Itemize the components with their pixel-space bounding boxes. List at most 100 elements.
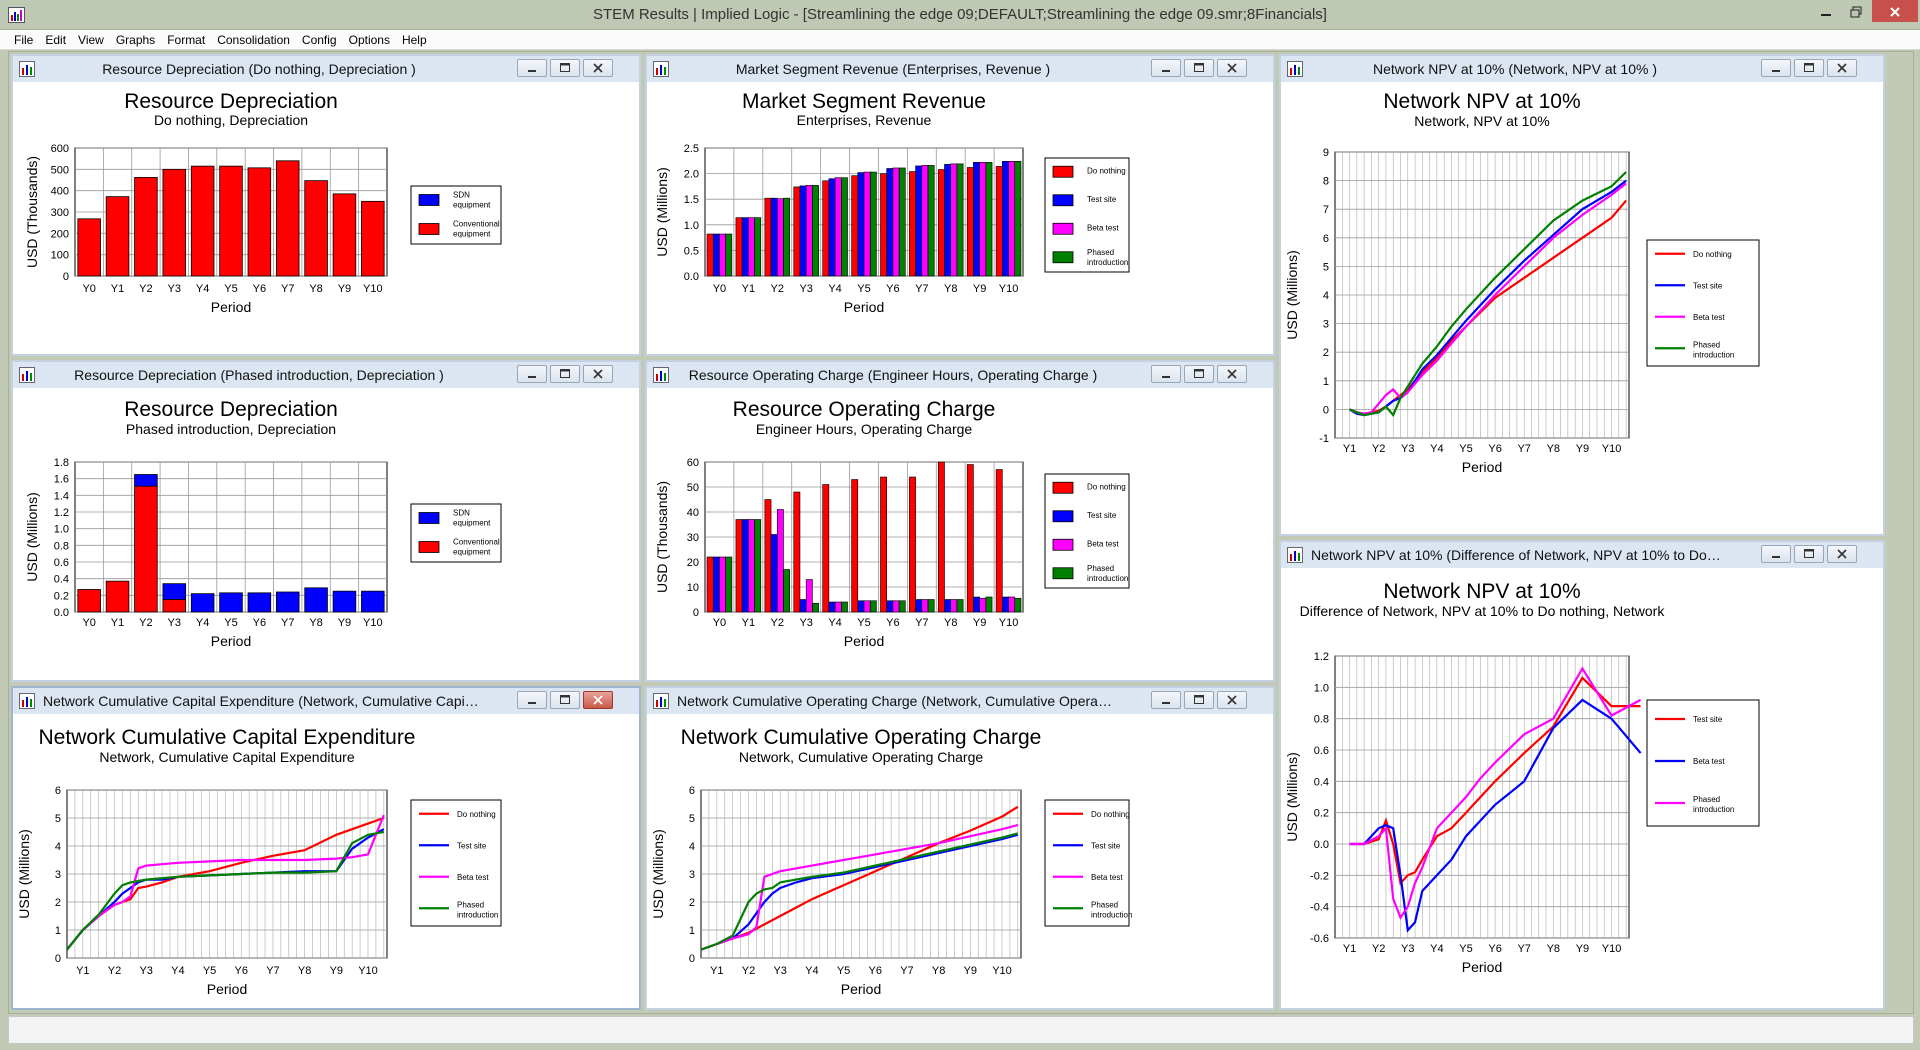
x-tick-label: Y4 [196,617,209,629]
x-tick-label: Y10 [363,617,383,629]
panel-minimize-button[interactable] [1151,365,1181,383]
panel-maximize-button[interactable] [1184,59,1214,77]
panel-network-cumulative-operating-charge[interactable]: Network Cumulative Operating Charge (Net… [645,686,1275,1010]
x-tick-label: Y10 [999,283,1019,295]
panel-maximize-button[interactable] [550,691,580,709]
menu-file[interactable]: File [14,33,34,47]
bar [304,180,328,277]
legend-label: Do nothing [1087,482,1126,491]
menu-config[interactable]: Config [301,33,337,47]
panel-minimize-button[interactable] [1761,545,1791,563]
maximize-button[interactable] [1842,0,1870,22]
panel-title: Network NPV at 10% (Network, NPV at 10% … [1373,61,1657,77]
panel-minimize-button[interactable] [517,59,547,77]
panel-maximize-button[interactable] [550,59,580,77]
panel-titlebar[interactable]: Resource Depreciation (Do nothing, Depre… [13,56,639,82]
menu-view[interactable]: View [78,33,104,47]
y-tick-label: 8 [1323,176,1329,188]
menu-edit[interactable]: Edit [45,33,67,47]
panel-resource-depreciation-phased[interactable]: Resource Depreciation (Phased introducti… [11,360,641,682]
panel-close-button[interactable] [583,59,613,77]
panel-titlebar[interactable]: Market Segment Revenue (Enterprises, Rev… [647,56,1273,82]
legend-label: Test site [1693,715,1723,724]
bar [805,579,813,613]
x-tick-label: Y4 [1430,443,1443,455]
panel-minimize-button[interactable] [1761,59,1791,77]
y-tick-label: 0.5 [684,245,699,257]
bar [979,162,987,277]
menu-options[interactable]: Options [348,33,390,47]
panel-maximize-button[interactable] [1794,59,1824,77]
menu-consolidation[interactable]: Consolidation [217,33,290,47]
panel-maximize-button[interactable] [1184,365,1214,383]
panel-close-button[interactable] [1827,59,1857,77]
panel-minimize-button[interactable] [517,365,547,383]
close-icon [1227,369,1237,379]
panel-minimize-button[interactable] [517,691,547,709]
panel-maximize-button[interactable] [1184,691,1214,709]
x-tick-label: Y0 [82,283,95,295]
close-button[interactable] [1872,0,1918,22]
bar [783,569,791,613]
y-tick-label: 2 [55,897,61,909]
chart-area: Resource Depreciation Phased introduction… [13,388,639,680]
y-tick-label: 500 [51,164,69,176]
panel-close-button[interactable] [1217,365,1247,383]
panel-titlebar[interactable]: Network NPV at 10% (Network, NPV at 10% … [1281,56,1883,82]
panel-titlebar[interactable]: Resource Depreciation (Phased introducti… [13,362,639,388]
x-tick-label: Y8 [944,617,957,629]
y-tick-label: 1.2 [1314,651,1329,663]
panel-network-npv[interactable]: Network NPV at 10% (Network, NPV at 10% … [1279,54,1885,536]
bar [162,599,187,613]
bar [880,173,887,277]
panel-maximize-button[interactable] [550,365,580,383]
minimize-icon [528,376,536,378]
chart-window-icon [653,61,669,77]
x-tick-label: Y5 [857,617,870,629]
panel-titlebar[interactable]: Network Cumulative Capital Expenditure (… [13,688,639,714]
panel-close-button[interactable] [1827,545,1857,563]
minimize-button[interactable] [1812,0,1840,22]
chart-subtitle: Do nothing, Depreciation [154,112,308,128]
panel-close-button[interactable] [1217,691,1247,709]
legend-label: introduction [1087,574,1128,583]
menu-format[interactable]: Format [167,33,206,47]
bar [190,593,215,613]
panel-resource-depreciation-do-nothing[interactable]: Resource Depreciation (Do nothing, Depre… [11,54,641,356]
close-icon [1890,7,1900,17]
panel-close-button[interactable] [1217,59,1247,77]
legend-label: Beta test [1087,223,1119,232]
legend-label: Beta test [1693,757,1725,766]
panel-close-button[interactable] [583,365,613,383]
panel-network-npv-difference[interactable]: Network NPV at 10% (Difference of Networ… [1279,540,1885,1010]
legend-label: equipment [453,230,491,239]
panel-titlebar[interactable]: Network Cumulative Operating Charge (Net… [647,688,1273,714]
chart-window-icon [19,693,35,709]
x-tick-label: Y6 [1488,443,1501,455]
menu-graphs[interactable]: Graphs [115,33,156,47]
panel-resource-operating-charge[interactable]: Resource Operating Charge (Engineer Hour… [645,360,1275,682]
legend-label: Test site [1087,195,1117,204]
y-tick-label: 0.0 [54,607,69,619]
y-tick-label: 0.2 [1314,808,1329,820]
panel-close-button[interactable] [583,691,613,709]
legend-label: Do nothing [1091,810,1130,819]
panel-maximize-button[interactable] [1794,545,1824,563]
panel-titlebar[interactable]: Network NPV at 10% (Difference of Networ… [1281,542,1883,568]
bar [735,217,743,277]
menu-help[interactable]: Help [401,33,427,47]
chart-subtitle: Difference of Network, NPV at 10% to Do … [1300,603,1666,619]
panel-network-cumulative-capex[interactable]: Network Cumulative Capital Expenditure (… [11,686,641,1010]
bar [812,185,819,277]
bar [105,580,130,613]
x-tick-label: Y5 [837,965,850,977]
bar [134,177,158,277]
y-tick-label: 0.8 [54,540,69,552]
panel-titlebar[interactable]: Resource Operating Charge (Engineer Hour… [647,362,1273,388]
bar [748,519,755,613]
legend-label: SDN [453,191,470,200]
panel-minimize-button[interactable] [1151,59,1181,77]
bar [985,596,993,613]
panel-market-segment-revenue[interactable]: Market Segment Revenue (Enterprises, Rev… [645,54,1275,356]
panel-minimize-button[interactable] [1151,691,1181,709]
